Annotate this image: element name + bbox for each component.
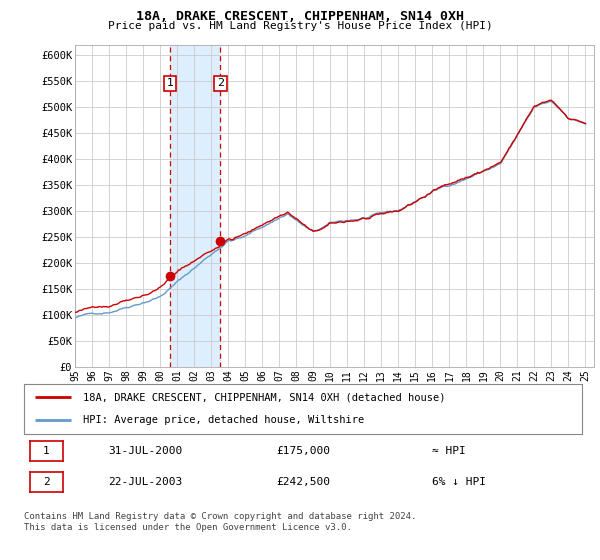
Text: 1: 1 <box>43 446 50 456</box>
Text: 6% ↓ HPI: 6% ↓ HPI <box>432 477 486 487</box>
Text: 2: 2 <box>43 477 50 487</box>
Text: 18A, DRAKE CRESCENT, CHIPPENHAM, SN14 0XH (detached house): 18A, DRAKE CRESCENT, CHIPPENHAM, SN14 0X… <box>83 392 445 402</box>
Text: £175,000: £175,000 <box>276 446 330 456</box>
Text: 18A, DRAKE CRESCENT, CHIPPENHAM, SN14 0XH: 18A, DRAKE CRESCENT, CHIPPENHAM, SN14 0X… <box>136 10 464 23</box>
Text: 2: 2 <box>217 78 224 88</box>
Text: 31-JUL-2000: 31-JUL-2000 <box>108 446 182 456</box>
Text: 22-JUL-2003: 22-JUL-2003 <box>108 477 182 487</box>
Text: £242,500: £242,500 <box>276 477 330 487</box>
Text: ≈ HPI: ≈ HPI <box>432 446 466 456</box>
Text: 1: 1 <box>166 78 173 88</box>
Text: Contains HM Land Registry data © Crown copyright and database right 2024.
This d: Contains HM Land Registry data © Crown c… <box>24 512 416 532</box>
Text: HPI: Average price, detached house, Wiltshire: HPI: Average price, detached house, Wilt… <box>83 416 364 426</box>
Bar <box>170 45 220 367</box>
Text: Price paid vs. HM Land Registry's House Price Index (HPI): Price paid vs. HM Land Registry's House … <box>107 21 493 31</box>
